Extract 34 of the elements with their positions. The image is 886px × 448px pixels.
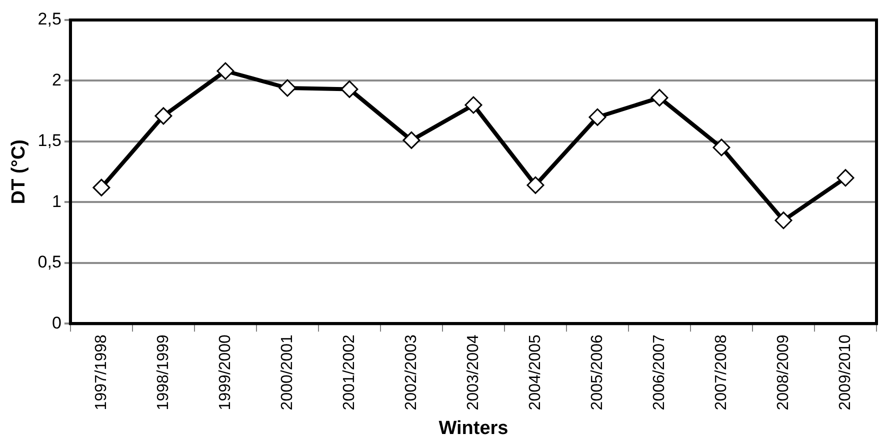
x-tick-label: 2006/2007 [650, 334, 668, 410]
point [836, 169, 854, 187]
x-tick-label: 2001/2002 [340, 334, 358, 410]
x-tick-label: 1997/1998 [92, 334, 110, 410]
point [464, 96, 482, 114]
y-tick-label: 1,5 [38, 131, 62, 150]
point [340, 80, 358, 98]
point [526, 176, 544, 194]
point [154, 107, 172, 125]
y-tick-label: 2,5 [38, 10, 62, 29]
point [92, 178, 110, 196]
y-tick-label: 0,5 [38, 252, 62, 272]
point [712, 138, 730, 156]
x-tick-label: 1999/2000 [216, 334, 234, 410]
x-tick-label: 2009/2010 [836, 334, 854, 410]
x-tick-label: 2008/2009 [774, 334, 792, 410]
point [216, 62, 234, 80]
x-axis-title: Winters [438, 418, 508, 439]
x-tick-label: 2005/2006 [588, 334, 606, 410]
point [278, 79, 296, 97]
y-axis-title: DT (°C) [8, 139, 30, 204]
x-tick-label: 1998/1999 [154, 334, 172, 410]
point [588, 108, 606, 126]
y-tick-label: 0 [52, 313, 62, 332]
x-tick-label: 2003/2004 [464, 334, 482, 410]
y-tick-label: 1 [52, 192, 62, 211]
x-tick-label: 2004/2005 [526, 334, 544, 410]
y-tick-label: 2 [52, 70, 62, 90]
point [402, 131, 420, 149]
x-tick-label: 2000/2001 [278, 334, 296, 410]
x-tick-label: 2002/2003 [402, 334, 420, 410]
x-tick-label: 2007/2008 [712, 334, 730, 410]
point [650, 88, 668, 106]
point [774, 212, 792, 230]
